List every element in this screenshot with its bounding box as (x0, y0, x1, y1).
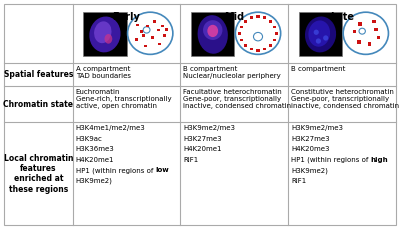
Bar (153, 20, 156, 23)
Text: H4K20me1: H4K20me1 (76, 157, 114, 163)
Text: B compartment: B compartment (291, 65, 346, 72)
Bar (264, 16, 266, 19)
Bar (142, 34, 145, 37)
Text: H3K9me2/me3: H3K9me2/me3 (183, 125, 235, 131)
Text: H3K36me3: H3K36me3 (76, 146, 114, 152)
Text: H3K9me2/me3: H3K9me2/me3 (291, 125, 343, 131)
Bar (136, 24, 139, 26)
Ellipse shape (314, 30, 319, 35)
Bar (273, 26, 276, 28)
Text: B compartment
Nuclear/nucleolar periphery: B compartment Nuclear/nucleolar peripher… (183, 65, 281, 79)
Text: H4K20me3: H4K20me3 (291, 146, 330, 152)
Text: Chromatin state: Chromatin state (3, 100, 73, 109)
Bar (352, 30, 356, 33)
Ellipse shape (308, 20, 330, 47)
Ellipse shape (359, 28, 365, 34)
Bar (162, 25, 164, 27)
Text: H3K9me2): H3K9me2) (291, 167, 328, 174)
Ellipse shape (235, 12, 281, 54)
Ellipse shape (343, 12, 388, 54)
Text: low: low (155, 167, 169, 173)
Text: RIF1: RIF1 (291, 178, 306, 184)
Text: Late: Late (330, 12, 354, 22)
Text: Euchromatin
Gene-rich, transcriptionally
active, open chromatin: Euchromatin Gene-rich, transcriptionally… (76, 89, 171, 109)
Bar (274, 32, 278, 35)
Ellipse shape (316, 38, 321, 44)
Bar (250, 16, 253, 19)
Bar (238, 32, 242, 35)
Text: Spatial features: Spatial features (4, 70, 73, 79)
Ellipse shape (143, 27, 150, 33)
Bar (244, 20, 247, 23)
Bar (264, 48, 266, 50)
Ellipse shape (94, 21, 112, 43)
Bar (256, 15, 260, 18)
Bar (240, 38, 243, 41)
Bar (151, 36, 154, 39)
Bar (244, 44, 247, 47)
Ellipse shape (203, 20, 222, 40)
Text: Constitutive heterochromatin
Gene-poor, transcriptionally
inactive, condensed ch: Constitutive heterochromatin Gene-poor, … (291, 89, 399, 109)
Text: A compartment
TAD boundaries: A compartment TAD boundaries (76, 65, 130, 79)
Bar (135, 38, 138, 41)
Bar (273, 38, 276, 41)
Text: H3K4me1/me2/me3: H3K4me1/me2/me3 (76, 125, 145, 131)
Bar (269, 44, 272, 47)
Bar (358, 22, 362, 26)
Bar (191, 13, 234, 56)
Text: Facultative heterochromatin
Gene-poor, transcriptionally
inactive, condensed chr: Facultative heterochromatin Gene-poor, t… (183, 89, 292, 109)
Bar (372, 20, 376, 23)
Ellipse shape (254, 33, 262, 41)
Bar (146, 25, 150, 27)
Bar (164, 28, 168, 30)
Text: H3K9me2): H3K9me2) (76, 178, 112, 184)
Bar (376, 36, 380, 39)
Bar (299, 13, 342, 56)
Ellipse shape (128, 12, 173, 54)
Bar (140, 30, 143, 33)
Ellipse shape (323, 35, 328, 41)
Bar (157, 29, 160, 31)
Text: H3K9ac: H3K9ac (76, 136, 102, 142)
Ellipse shape (305, 16, 336, 52)
Text: Mid: Mid (224, 12, 244, 22)
Ellipse shape (198, 15, 228, 54)
Text: Local chromatin
features
enriched at
these regions: Local chromatin features enriched at the… (4, 153, 73, 194)
Bar (158, 43, 161, 45)
Bar (269, 20, 272, 23)
Ellipse shape (89, 16, 120, 52)
Text: HP1 (within regions of: HP1 (within regions of (291, 157, 371, 163)
Bar (144, 45, 147, 47)
Bar (83, 13, 126, 56)
Text: H4K20me1: H4K20me1 (183, 146, 222, 152)
Text: H3K27me3: H3K27me3 (183, 136, 222, 142)
Bar (374, 27, 378, 31)
Bar (240, 26, 243, 28)
Text: RIF1: RIF1 (183, 157, 199, 163)
Bar (163, 34, 166, 37)
Bar (250, 48, 253, 50)
Text: H3K27me3: H3K27me3 (291, 136, 330, 142)
Text: HP1 (within regions of: HP1 (within regions of (76, 167, 155, 174)
Text: Early: Early (112, 12, 140, 22)
Bar (357, 40, 361, 44)
Text: high: high (371, 157, 388, 163)
Ellipse shape (207, 25, 218, 37)
Ellipse shape (104, 34, 112, 44)
Bar (368, 42, 371, 46)
Bar (256, 49, 260, 52)
